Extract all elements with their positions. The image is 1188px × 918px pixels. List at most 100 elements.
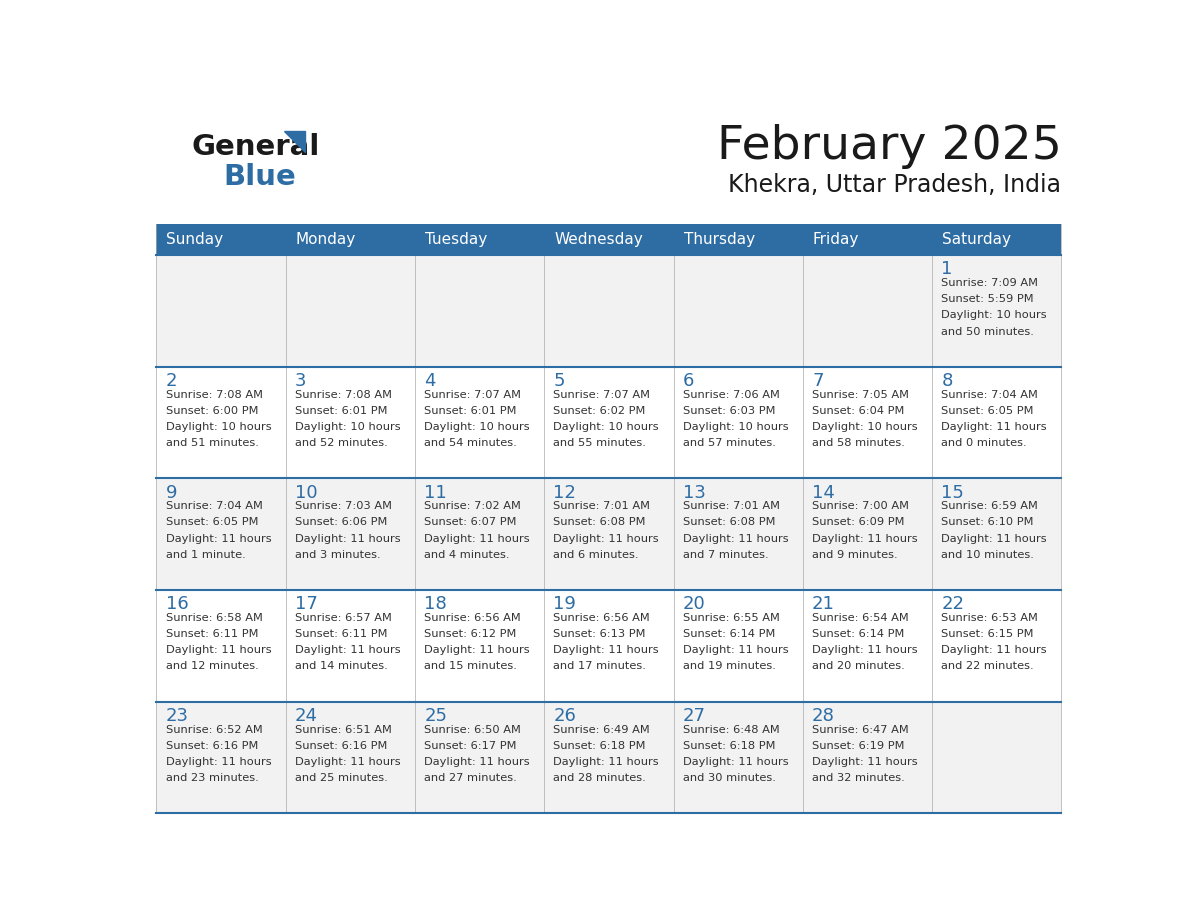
Bar	[803, 478, 933, 590]
Text: February 2025: February 2025	[716, 124, 1061, 169]
Text: Sunset: 6:08 PM: Sunset: 6:08 PM	[554, 518, 646, 528]
Text: Sunrise: 7:06 AM: Sunrise: 7:06 AM	[683, 389, 779, 399]
Text: Sunrise: 7:07 AM: Sunrise: 7:07 AM	[424, 389, 522, 399]
Text: Friday: Friday	[813, 232, 859, 247]
Text: Sunrise: 7:00 AM: Sunrise: 7:00 AM	[813, 501, 909, 511]
Text: Daylight: 11 hours: Daylight: 11 hours	[683, 645, 789, 655]
Text: 8: 8	[941, 372, 953, 390]
Bar	[415, 366, 544, 478]
Bar	[415, 701, 544, 813]
Text: and 20 minutes.: and 20 minutes.	[813, 662, 905, 671]
Text: Daylight: 11 hours: Daylight: 11 hours	[683, 533, 789, 543]
Text: Tuesday: Tuesday	[425, 232, 487, 247]
Text: Sunset: 6:01 PM: Sunset: 6:01 PM	[424, 406, 517, 416]
Text: Sunset: 6:08 PM: Sunset: 6:08 PM	[683, 518, 776, 528]
Text: Daylight: 11 hours: Daylight: 11 hours	[165, 757, 271, 767]
Text: and 22 minutes.: and 22 minutes.	[941, 662, 1034, 671]
Text: and 6 minutes.: and 6 minutes.	[554, 550, 639, 560]
Text: Sunrise: 6:47 AM: Sunrise: 6:47 AM	[813, 724, 909, 734]
Text: Sunrise: 7:08 AM: Sunrise: 7:08 AM	[165, 389, 263, 399]
Text: Thursday: Thursday	[683, 232, 754, 247]
Text: Daylight: 10 hours: Daylight: 10 hours	[295, 422, 400, 432]
Bar	[415, 255, 544, 366]
Bar	[933, 478, 1061, 590]
Text: Sunrise: 6:57 AM: Sunrise: 6:57 AM	[295, 613, 392, 623]
Text: and 28 minutes.: and 28 minutes.	[554, 773, 646, 783]
Bar	[674, 590, 803, 701]
Text: Daylight: 11 hours: Daylight: 11 hours	[941, 422, 1047, 432]
Bar	[803, 366, 933, 478]
Text: Sunrise: 7:05 AM: Sunrise: 7:05 AM	[813, 389, 909, 399]
Bar	[803, 701, 933, 813]
Text: and 4 minutes.: and 4 minutes.	[424, 550, 510, 560]
Bar	[674, 478, 803, 590]
Text: Daylight: 11 hours: Daylight: 11 hours	[813, 757, 918, 767]
Text: Daylight: 11 hours: Daylight: 11 hours	[813, 645, 918, 655]
Bar	[933, 255, 1061, 366]
Bar	[157, 224, 1061, 255]
Text: Khekra, Uttar Pradesh, India: Khekra, Uttar Pradesh, India	[728, 174, 1061, 197]
Text: Daylight: 11 hours: Daylight: 11 hours	[295, 533, 400, 543]
Bar	[157, 478, 285, 590]
Text: 19: 19	[554, 595, 576, 613]
Text: Daylight: 11 hours: Daylight: 11 hours	[424, 533, 530, 543]
Text: 25: 25	[424, 707, 447, 725]
Text: 6: 6	[683, 372, 694, 390]
Text: 3: 3	[295, 372, 307, 390]
Text: 5: 5	[554, 372, 565, 390]
Text: Daylight: 11 hours: Daylight: 11 hours	[554, 757, 659, 767]
Text: 12: 12	[554, 484, 576, 501]
Text: Sunrise: 6:50 AM: Sunrise: 6:50 AM	[424, 724, 522, 734]
Bar	[544, 255, 674, 366]
Text: Sunset: 6:04 PM: Sunset: 6:04 PM	[813, 406, 904, 416]
Text: Sunrise: 7:04 AM: Sunrise: 7:04 AM	[165, 501, 263, 511]
Text: 7: 7	[813, 372, 823, 390]
Text: Daylight: 11 hours: Daylight: 11 hours	[295, 757, 400, 767]
Text: Sunrise: 7:09 AM: Sunrise: 7:09 AM	[941, 278, 1038, 288]
Text: Sunset: 6:07 PM: Sunset: 6:07 PM	[424, 518, 517, 528]
Text: and 54 minutes.: and 54 minutes.	[424, 438, 517, 448]
Text: Daylight: 11 hours: Daylight: 11 hours	[941, 533, 1047, 543]
Text: Sunset: 6:16 PM: Sunset: 6:16 PM	[295, 741, 387, 751]
Text: 14: 14	[813, 484, 835, 501]
Text: 2: 2	[165, 372, 177, 390]
Text: Sunrise: 7:01 AM: Sunrise: 7:01 AM	[554, 501, 651, 511]
Bar	[933, 366, 1061, 478]
Text: Sunset: 6:12 PM: Sunset: 6:12 PM	[424, 629, 517, 639]
Text: Sunrise: 6:55 AM: Sunrise: 6:55 AM	[683, 613, 779, 623]
Text: 24: 24	[295, 707, 318, 725]
Text: 28: 28	[813, 707, 835, 725]
Bar	[157, 255, 285, 366]
Text: Sunrise: 6:52 AM: Sunrise: 6:52 AM	[165, 724, 263, 734]
Text: and 51 minutes.: and 51 minutes.	[165, 438, 259, 448]
Text: Daylight: 11 hours: Daylight: 11 hours	[165, 533, 271, 543]
Bar	[157, 366, 285, 478]
Text: and 25 minutes.: and 25 minutes.	[295, 773, 387, 783]
Text: Daylight: 11 hours: Daylight: 11 hours	[813, 533, 918, 543]
Text: Daylight: 11 hours: Daylight: 11 hours	[941, 645, 1047, 655]
Text: 16: 16	[165, 595, 189, 613]
Text: 26: 26	[554, 707, 576, 725]
Text: Sunrise: 6:58 AM: Sunrise: 6:58 AM	[165, 613, 263, 623]
Text: Sunrise: 6:48 AM: Sunrise: 6:48 AM	[683, 724, 779, 734]
Text: Sunset: 6:18 PM: Sunset: 6:18 PM	[554, 741, 646, 751]
Text: General: General	[191, 133, 320, 162]
Text: Sunset: 6:13 PM: Sunset: 6:13 PM	[554, 629, 646, 639]
Text: Daylight: 11 hours: Daylight: 11 hours	[424, 757, 530, 767]
Text: Sunset: 6:19 PM: Sunset: 6:19 PM	[813, 741, 904, 751]
Text: Daylight: 11 hours: Daylight: 11 hours	[554, 645, 659, 655]
Text: Sunset: 6:00 PM: Sunset: 6:00 PM	[165, 406, 258, 416]
Bar	[285, 590, 415, 701]
Text: Sunrise: 7:08 AM: Sunrise: 7:08 AM	[295, 389, 392, 399]
Text: and 30 minutes.: and 30 minutes.	[683, 773, 776, 783]
Text: Sunrise: 6:51 AM: Sunrise: 6:51 AM	[295, 724, 392, 734]
Text: and 7 minutes.: and 7 minutes.	[683, 550, 769, 560]
Text: and 12 minutes.: and 12 minutes.	[165, 662, 258, 671]
Bar	[674, 255, 803, 366]
Text: Sunset: 6:11 PM: Sunset: 6:11 PM	[165, 629, 258, 639]
Text: Daylight: 11 hours: Daylight: 11 hours	[683, 757, 789, 767]
Text: Sunset: 6:14 PM: Sunset: 6:14 PM	[813, 629, 904, 639]
Text: and 10 minutes.: and 10 minutes.	[941, 550, 1035, 560]
Text: 4: 4	[424, 372, 436, 390]
Text: Sunrise: 7:01 AM: Sunrise: 7:01 AM	[683, 501, 779, 511]
